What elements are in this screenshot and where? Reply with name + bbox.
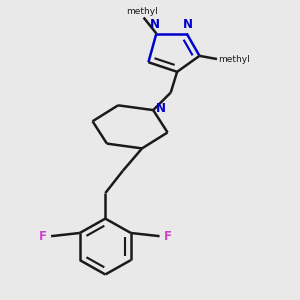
Text: methyl: methyl [126,7,158,16]
Text: F: F [164,230,171,243]
Text: methyl: methyl [219,55,250,64]
Text: N: N [156,102,166,115]
Text: N: N [183,18,193,31]
Text: F: F [39,230,47,243]
Text: N: N [150,18,160,31]
